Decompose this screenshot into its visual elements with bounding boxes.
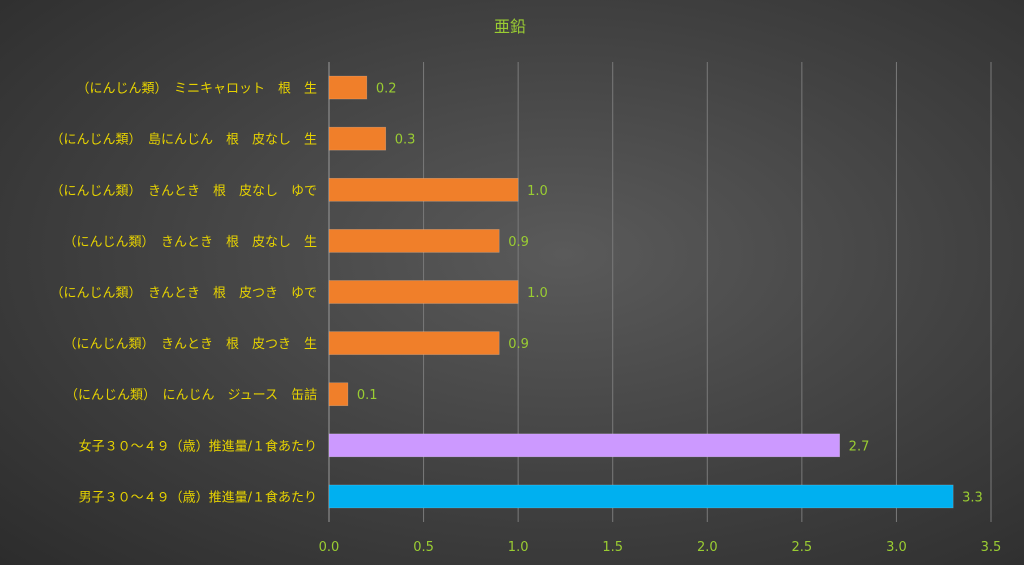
x-tick-label: 2.0	[697, 540, 718, 555]
x-tick-label: 3.0	[886, 540, 907, 555]
bar	[328, 331, 500, 355]
data-label: 1.0	[527, 184, 548, 199]
category-label: （にんじん類） 島にんじん 根 皮なし 生	[50, 133, 317, 148]
category-label: （にんじん類） きんとき 根 皮なし 生	[63, 235, 317, 250]
data-label: 0.9	[508, 235, 529, 250]
bar	[328, 433, 840, 458]
bar	[328, 229, 500, 253]
category-label: （にんじん類） きんとき 根 皮なし ゆで	[50, 184, 317, 199]
category-label: （にんじん類） ミニキャロット 根 生	[76, 82, 317, 97]
data-label: 0.9	[508, 337, 529, 352]
data-label: 3.3	[962, 490, 983, 505]
x-tick-label: 2.5	[792, 540, 813, 555]
x-tick-label: 0.0	[319, 540, 340, 555]
x-axis-ticks: 0.0 0.5 1.0 1.5 2.0 2.5 3.0 3.5	[319, 540, 1002, 555]
category-label: （にんじん類） にんじん ジュース 缶詰	[65, 387, 317, 403]
x-tick-label: 3.5	[981, 540, 1002, 555]
bar	[328, 75, 368, 100]
x-tick-label: 1.0	[508, 540, 529, 555]
bar	[328, 177, 519, 202]
category-label: 女子３０～４９（歳）推進量/１食あたり	[79, 438, 317, 454]
category-label: （にんじん類） きんとき 根 皮つき ゆで	[50, 286, 317, 301]
x-tick-label: 0.5	[413, 540, 434, 555]
data-label: 0.2	[376, 82, 397, 97]
x-tick-label: 1.5	[602, 540, 623, 555]
category-label: 男子３０～４９（歳）推進量/１食あたり	[79, 489, 317, 505]
chart-title: 亜鉛	[494, 17, 526, 36]
bars: 0.2 0.3 1.0 0.9 1.0 0.9 0.1 2.7 3.3	[328, 75, 983, 509]
bar	[328, 126, 387, 151]
category-label: （にんじん類） きんとき 根 皮つき 生	[63, 337, 317, 352]
data-label: 1.0	[527, 286, 548, 301]
bar	[328, 280, 519, 304]
category-labels: （にんじん類） ミニキャロット 根 生 （にんじん類） 島にんじん 根 皮なし 生…	[50, 82, 317, 506]
data-label: 0.3	[395, 133, 416, 148]
bar	[328, 382, 349, 407]
data-label: 2.7	[849, 439, 870, 454]
grid-lines	[328, 62, 992, 522]
bar	[328, 484, 954, 509]
data-label: 0.1	[357, 388, 378, 403]
